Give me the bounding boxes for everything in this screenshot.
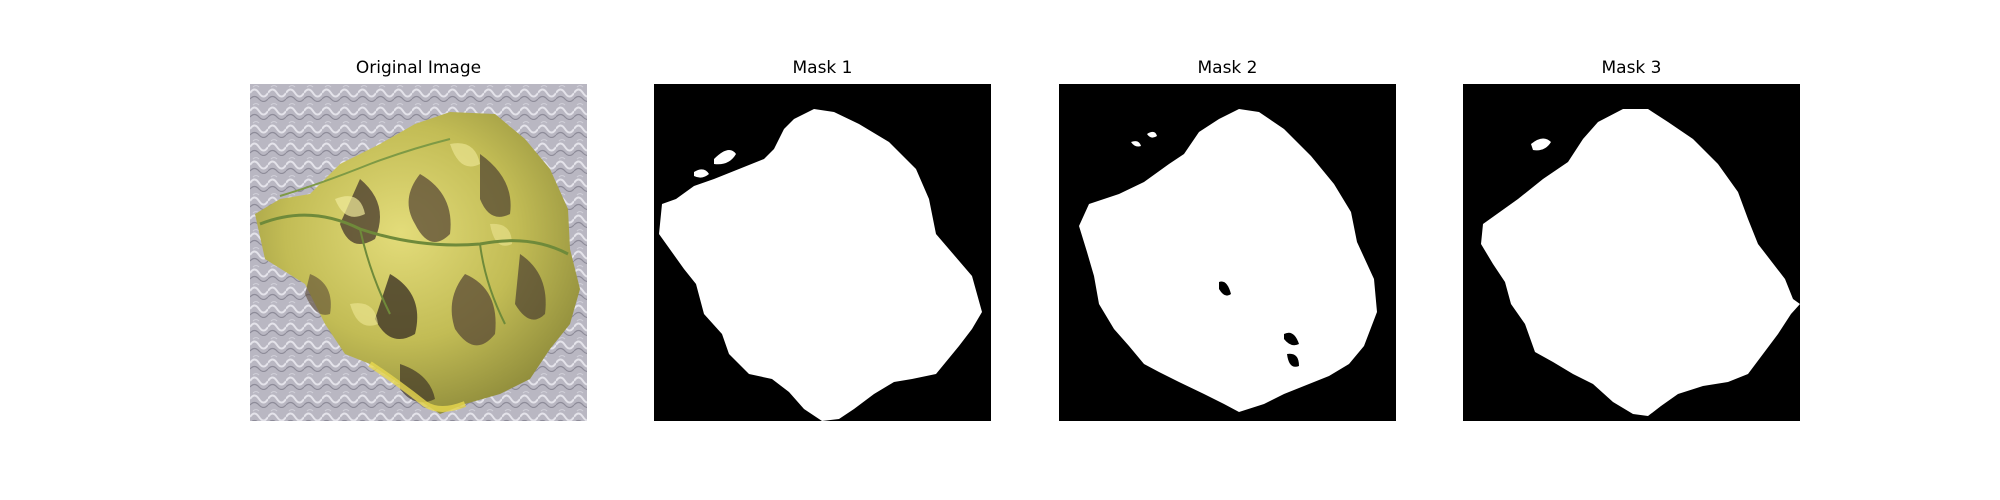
panel-title: Mask 1 (654, 58, 991, 78)
mask-3-image (1463, 84, 1800, 421)
panel-original-image: Original Image (250, 0, 587, 500)
panel-title: Original Image (250, 58, 587, 78)
mask-2-image (1059, 84, 1396, 421)
panel-title: Mask 2 (1059, 58, 1396, 78)
mask-1-image (654, 84, 991, 421)
panel-mask-3: Mask 3 (1463, 0, 1800, 500)
panel-mask-2: Mask 2 (1059, 0, 1396, 500)
panel-mask-1: Mask 1 (654, 0, 991, 500)
panel-title: Mask 3 (1463, 58, 1800, 78)
original-leaf-image (250, 84, 587, 421)
